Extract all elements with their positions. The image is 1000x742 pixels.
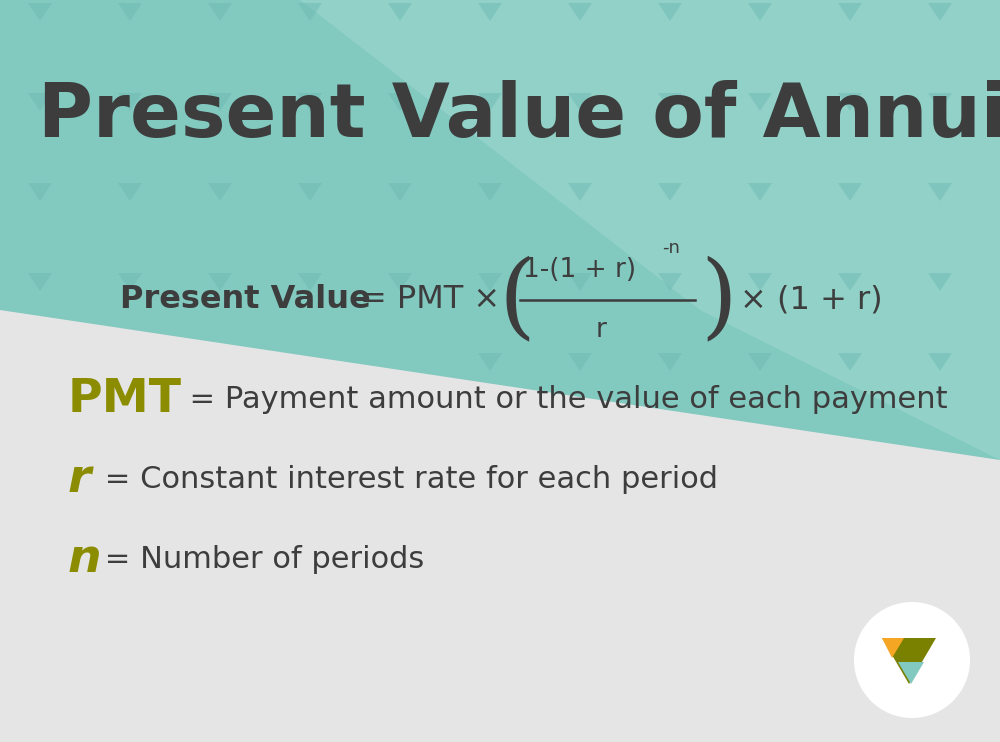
Polygon shape xyxy=(388,273,412,291)
Polygon shape xyxy=(748,183,772,201)
Polygon shape xyxy=(928,273,952,291)
Polygon shape xyxy=(478,93,502,111)
Polygon shape xyxy=(658,273,682,291)
Polygon shape xyxy=(838,353,862,371)
Polygon shape xyxy=(298,3,322,21)
Polygon shape xyxy=(28,183,52,201)
Polygon shape xyxy=(388,3,412,21)
Text: = Payment amount or the value of each payment: = Payment amount or the value of each pa… xyxy=(170,386,948,415)
Polygon shape xyxy=(478,353,502,371)
Polygon shape xyxy=(838,3,862,21)
Polygon shape xyxy=(568,273,592,291)
Polygon shape xyxy=(748,93,772,111)
Text: r: r xyxy=(68,458,91,502)
Polygon shape xyxy=(928,93,952,111)
Text: (: ( xyxy=(498,255,535,345)
Polygon shape xyxy=(898,662,924,684)
Polygon shape xyxy=(838,273,862,291)
Polygon shape xyxy=(928,183,952,201)
Polygon shape xyxy=(882,638,936,684)
Polygon shape xyxy=(300,0,1000,460)
Text: -n: -n xyxy=(662,239,680,257)
Polygon shape xyxy=(658,3,682,21)
Polygon shape xyxy=(928,3,952,21)
Polygon shape xyxy=(658,93,682,111)
Polygon shape xyxy=(748,273,772,291)
Polygon shape xyxy=(478,273,502,291)
Text: n: n xyxy=(68,537,102,582)
Polygon shape xyxy=(478,3,502,21)
Circle shape xyxy=(854,602,970,718)
Polygon shape xyxy=(28,3,52,21)
Polygon shape xyxy=(748,3,772,21)
Polygon shape xyxy=(658,183,682,201)
Text: = PMT ×: = PMT × xyxy=(360,284,500,315)
Polygon shape xyxy=(568,353,592,371)
Polygon shape xyxy=(298,183,322,201)
Polygon shape xyxy=(838,93,862,111)
Polygon shape xyxy=(388,183,412,201)
Text: PMT: PMT xyxy=(68,378,182,422)
Polygon shape xyxy=(658,353,682,371)
Text: × (1 + r): × (1 + r) xyxy=(740,284,883,315)
Polygon shape xyxy=(208,3,232,21)
Polygon shape xyxy=(882,638,904,658)
Polygon shape xyxy=(568,93,592,111)
Polygon shape xyxy=(118,93,142,111)
Text: 1-(1 + r): 1-(1 + r) xyxy=(523,257,636,283)
Polygon shape xyxy=(0,0,1000,460)
Polygon shape xyxy=(118,273,142,291)
Polygon shape xyxy=(28,93,52,111)
Text: Present Value: Present Value xyxy=(120,284,371,315)
Polygon shape xyxy=(478,183,502,201)
Polygon shape xyxy=(838,183,862,201)
Text: = Number of periods: = Number of periods xyxy=(95,545,424,574)
Text: ): ) xyxy=(700,255,737,345)
Text: r: r xyxy=(596,317,606,343)
Polygon shape xyxy=(118,3,142,21)
Polygon shape xyxy=(568,183,592,201)
Polygon shape xyxy=(118,183,142,201)
Polygon shape xyxy=(928,353,952,371)
Polygon shape xyxy=(568,3,592,21)
Polygon shape xyxy=(208,183,232,201)
Polygon shape xyxy=(298,273,322,291)
Text: = Constant interest rate for each period: = Constant interest rate for each period xyxy=(95,465,718,494)
Polygon shape xyxy=(298,93,322,111)
Polygon shape xyxy=(748,353,772,371)
Polygon shape xyxy=(388,93,412,111)
Polygon shape xyxy=(208,273,232,291)
Text: Present Value of Annuity Due: Present Value of Annuity Due xyxy=(38,80,1000,153)
Polygon shape xyxy=(28,273,52,291)
Polygon shape xyxy=(208,93,232,111)
